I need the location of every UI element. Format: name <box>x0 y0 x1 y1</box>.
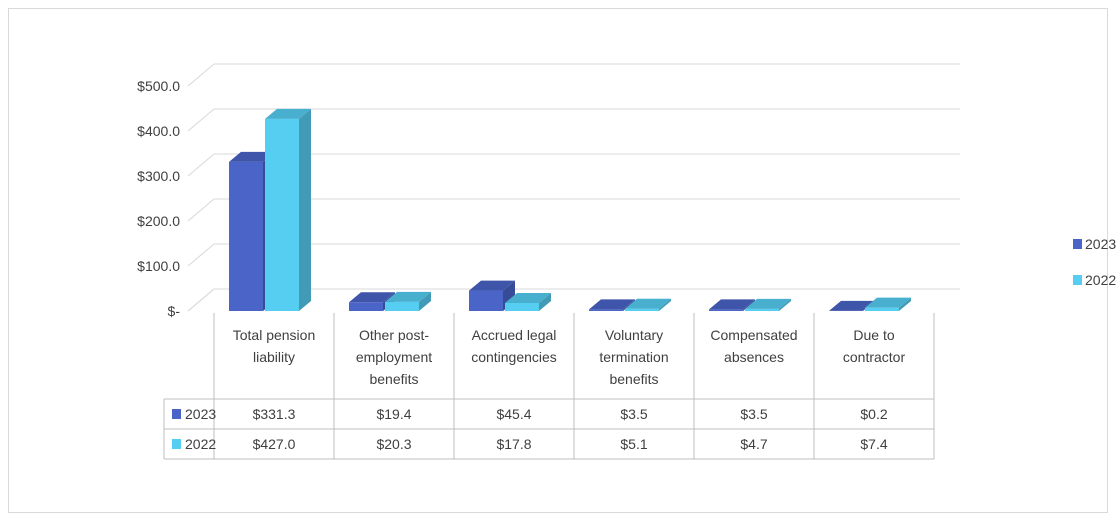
table-cell-value: $331.3 <box>253 406 296 422</box>
bar-front <box>349 302 383 311</box>
data-table: Total pension liability Other post-employm… <box>163 313 935 460</box>
bar-top <box>625 298 671 309</box>
bar-2022-0 <box>265 108 311 311</box>
bar-side <box>659 298 671 311</box>
bar-top <box>589 299 635 310</box>
gridline-diagonal <box>187 63 215 87</box>
legend-label: 2023 <box>1085 236 1116 252</box>
bar-side <box>419 291 431 311</box>
y-tick-label: $- <box>168 303 181 319</box>
legend-key <box>1073 275 1082 285</box>
bar-2022-3 <box>625 298 671 311</box>
y-axis: $- $100.0 $200.0 $300.0 $400.0 $500.0 <box>137 78 180 319</box>
bar-front <box>709 309 743 311</box>
gridline-diagonal <box>187 198 215 222</box>
table-cell-value: $19.4 <box>376 406 411 422</box>
bar-top <box>385 291 431 302</box>
bar-side <box>899 297 911 311</box>
table-cell-value: $4.7 <box>740 436 767 452</box>
gridline-diagonal <box>187 243 215 267</box>
bar-front <box>589 309 623 311</box>
category-label: benefits <box>369 371 418 387</box>
bar-2022-5 <box>865 297 911 311</box>
table-series-name: 2022 <box>185 436 216 452</box>
category-label: Total pension <box>233 327 316 343</box>
bar-front <box>469 290 503 311</box>
bar-front <box>865 307 899 311</box>
bar-top <box>469 280 515 291</box>
table-cell-value: $3.5 <box>620 406 647 422</box>
table-cell-value: $427.0 <box>253 436 296 452</box>
gridline-diagonal <box>187 108 215 132</box>
bar-top <box>349 292 395 303</box>
bar-front <box>229 161 263 311</box>
bar-top <box>829 300 875 311</box>
table-cell-value: $7.4 <box>860 436 887 452</box>
table-cell-value: $0.2 <box>860 406 887 422</box>
bar-side <box>299 108 311 311</box>
category-label: Voluntary <box>605 327 663 343</box>
category-label: contingencies <box>471 349 557 365</box>
y-tick-label: $400.0 <box>137 123 180 139</box>
bars <box>229 108 911 311</box>
category-label: contractor <box>843 349 906 365</box>
category-label: termination <box>599 349 668 365</box>
category-label: absences <box>724 349 784 365</box>
gridline-diagonal <box>187 288 215 312</box>
table-series-name: 2023 <box>185 406 216 422</box>
category-label: Other post- <box>359 327 429 343</box>
bar-front <box>265 118 299 311</box>
y-tick-label: $200.0 <box>137 213 180 229</box>
y-tick-label: $500.0 <box>137 78 180 94</box>
bar-top <box>505 292 551 303</box>
chart-frame <box>8 8 1108 513</box>
table-cell-value: $45.4 <box>496 406 531 422</box>
legend-key <box>1073 239 1082 249</box>
bar-front <box>385 301 419 311</box>
category-label: benefits <box>609 371 658 387</box>
bar-2022-4 <box>745 298 791 311</box>
bar-top <box>865 297 911 308</box>
table-cell-value: $5.1 <box>620 436 647 452</box>
category-label: Compensated <box>710 327 797 343</box>
table-cell-value: $17.8 <box>496 436 531 452</box>
bar-top <box>745 298 791 309</box>
category-label: liability <box>253 349 295 365</box>
y-tick-label: $300.0 <box>137 168 180 184</box>
bar-top <box>265 108 311 119</box>
bar-top <box>709 299 755 310</box>
y-tick-label: $100.0 <box>137 258 180 274</box>
table-cell-value: $3.5 <box>740 406 767 422</box>
bar-side <box>539 292 551 311</box>
legend: 2023 2022 <box>1073 236 1116 288</box>
bar-front <box>745 308 779 311</box>
bar-top <box>229 151 275 162</box>
bar-side <box>779 298 791 311</box>
category-label: Due to <box>853 327 894 343</box>
table-legend-key <box>172 409 181 419</box>
bar-front <box>505 302 539 311</box>
category-label: employment <box>356 349 432 365</box>
bar-2022-1 <box>385 291 431 311</box>
bar-2022-2 <box>505 292 551 311</box>
gridline-diagonal <box>187 153 215 177</box>
category-label: Accrued legal <box>472 327 557 343</box>
gridlines <box>187 63 960 312</box>
table-cell-value: $20.3 <box>376 436 411 452</box>
legend-label: 2022 <box>1085 272 1116 288</box>
bar-front <box>625 308 659 311</box>
table-legend-key <box>172 439 181 449</box>
